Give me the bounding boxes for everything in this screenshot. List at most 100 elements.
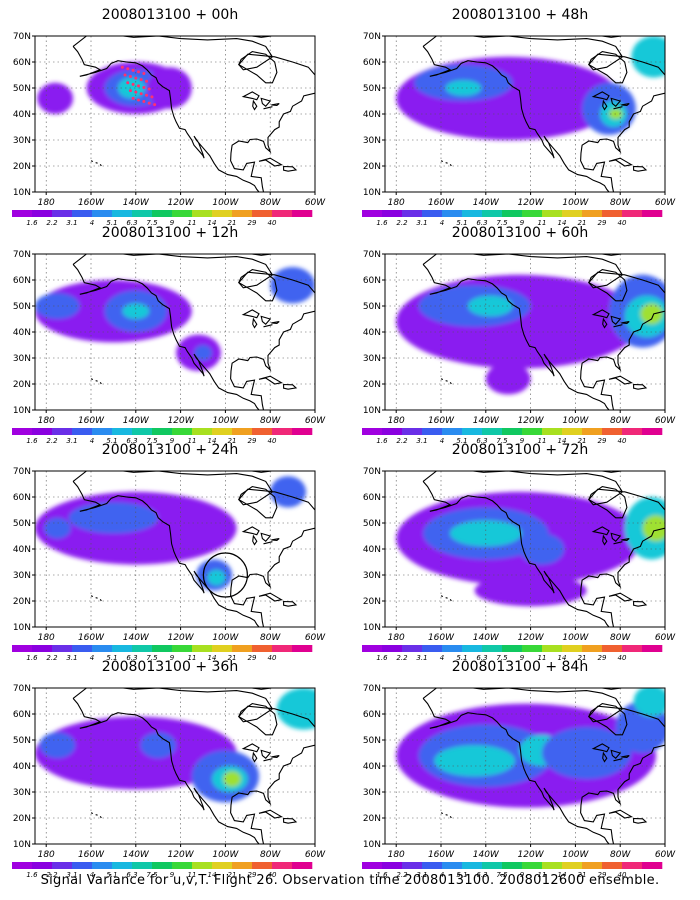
great-lake: [241, 309, 260, 319]
coastlines: [422, 471, 665, 627]
colorbar-label: 11: [188, 654, 197, 662]
lat-label: 60N: [363, 276, 381, 286]
colorbar-label: 4: [90, 437, 94, 445]
variance-region: [485, 363, 531, 395]
colorbar-label: 3.1: [66, 437, 77, 445]
variance-map: 10N 20N 30N 40N 50N 60N 70N 180 160W 140W 120W 100W…: [362, 467, 676, 662]
colorbar-label: 2.2: [46, 437, 58, 445]
colorbar-swatch: [152, 645, 173, 652]
lat-label: 10N: [363, 623, 381, 633]
colorbar-swatch: [172, 645, 193, 652]
lon-label: 100W: [562, 850, 589, 860]
colorbar-swatch: [502, 862, 523, 869]
observation-dot: [126, 67, 130, 71]
colorbar-label: 7.5: [496, 219, 508, 227]
hispaniola: [633, 817, 648, 824]
hispaniola: [283, 383, 298, 390]
colorbar-label: 40: [268, 654, 277, 662]
colorbar-swatch: [112, 645, 133, 652]
great-lake: [271, 538, 280, 541]
colorbar-swatch: [622, 862, 643, 869]
lat-label: 50N: [363, 84, 381, 94]
colorbar-label: 2.2: [396, 654, 408, 662]
colorbar-label: 29: [248, 219, 257, 227]
great-lake: [271, 755, 280, 758]
great-lake: [602, 317, 608, 329]
colorbar-swatch: [462, 210, 483, 217]
lat-label: 40N: [363, 110, 381, 120]
colorbar-label: 1.6: [376, 654, 388, 662]
colorbar-swatch: [192, 862, 213, 869]
hudson-bay: [588, 51, 628, 84]
great-lake: [613, 106, 623, 110]
lat-label: 40N: [13, 110, 31, 120]
lat-label: 20N: [363, 380, 381, 390]
lon-label: 120W: [168, 633, 195, 643]
observation-dot: [131, 96, 135, 100]
arctic-island: [169, 30, 203, 35]
colorbar-label: 5.1: [456, 437, 467, 445]
colorbar-swatch: [72, 428, 93, 435]
colorbar-label: 4: [440, 654, 444, 662]
lon-label: 100W: [212, 633, 239, 643]
flight-track: [120, 65, 157, 107]
lat-label: 30N: [13, 571, 31, 581]
variance-region: [117, 77, 145, 99]
lat-label: 50N: [13, 519, 31, 529]
colorbar-swatch: [642, 210, 663, 217]
lon-label: 100W: [212, 198, 239, 208]
great-lake: [610, 532, 622, 542]
variance-region: [122, 303, 150, 319]
colorbar-label: 7.5: [146, 437, 158, 445]
colorbar-label: 40: [618, 654, 627, 662]
colorbar-label: 1.6: [26, 437, 38, 445]
colorbar-swatch: [52, 862, 73, 869]
map-panel: 2008013100 + 48h 10N 20N 30N 40N 50N 60N 70N 180…: [350, 6, 690, 228]
lon-label: 80W: [260, 633, 281, 643]
lon-label: 120W: [168, 416, 195, 426]
colorbar-label: 14: [558, 219, 567, 227]
hudson-bay: [588, 486, 628, 519]
colorbar-label: 14: [558, 437, 567, 445]
colorbar-swatch: [152, 428, 173, 435]
colorbar-swatch: [482, 210, 503, 217]
figure-caption: Signal Variance for u,v,T. Flight 26. Ob…: [40, 873, 660, 888]
lat-label: 20N: [363, 162, 381, 172]
colorbar-swatch: [622, 210, 643, 217]
lon-label: 120W: [518, 416, 545, 426]
colorbar-swatch: [642, 428, 663, 435]
variance-map: 10N 20N 30N 40N 50N 60N 70N 180 160W 140W 120W 100W…: [12, 465, 326, 662]
colorbar-swatch: [382, 862, 403, 869]
observation-dot: [145, 79, 149, 83]
hispaniola: [283, 600, 298, 607]
great-lake: [260, 749, 272, 759]
arctic-island: [169, 465, 203, 470]
colorbar-swatch: [232, 645, 253, 652]
arctic-island: [169, 248, 203, 253]
observation-dot: [142, 100, 146, 104]
colorbar-label: 11: [188, 437, 197, 445]
colorbar-swatch: [522, 428, 543, 435]
observation-dot: [131, 82, 135, 86]
colorbar-label: 40: [618, 219, 627, 227]
cuba: [258, 375, 283, 385]
variance-region: [631, 36, 665, 78]
great-lake: [591, 91, 610, 101]
lon-label: 180: [38, 633, 55, 643]
colorbar-swatch: [522, 645, 543, 652]
colorbar-label: 9: [170, 654, 175, 662]
colorbar-swatch: [542, 862, 563, 869]
lon-label: 160W: [78, 633, 105, 643]
cuba: [258, 157, 283, 167]
variance-region: [276, 688, 315, 730]
hudson-bay: [588, 703, 628, 736]
variance-map: 10N 20N 30N 40N 50N 60N 70N 180 160W 140W 120W 100W…: [12, 248, 326, 445]
colorbar-swatch: [32, 428, 53, 435]
highlight-circle: [202, 552, 248, 598]
lat-label: 60N: [13, 710, 31, 720]
variance-map: 10N 20N 30N 40N 50N 60N 70N 180 160W 140W 120W 100W…: [362, 684, 676, 879]
lon-label: 120W: [168, 198, 195, 208]
colorbar-swatch: [172, 210, 193, 217]
east-coastline: [72, 254, 315, 410]
colorbar-label: 6.3: [126, 437, 137, 445]
